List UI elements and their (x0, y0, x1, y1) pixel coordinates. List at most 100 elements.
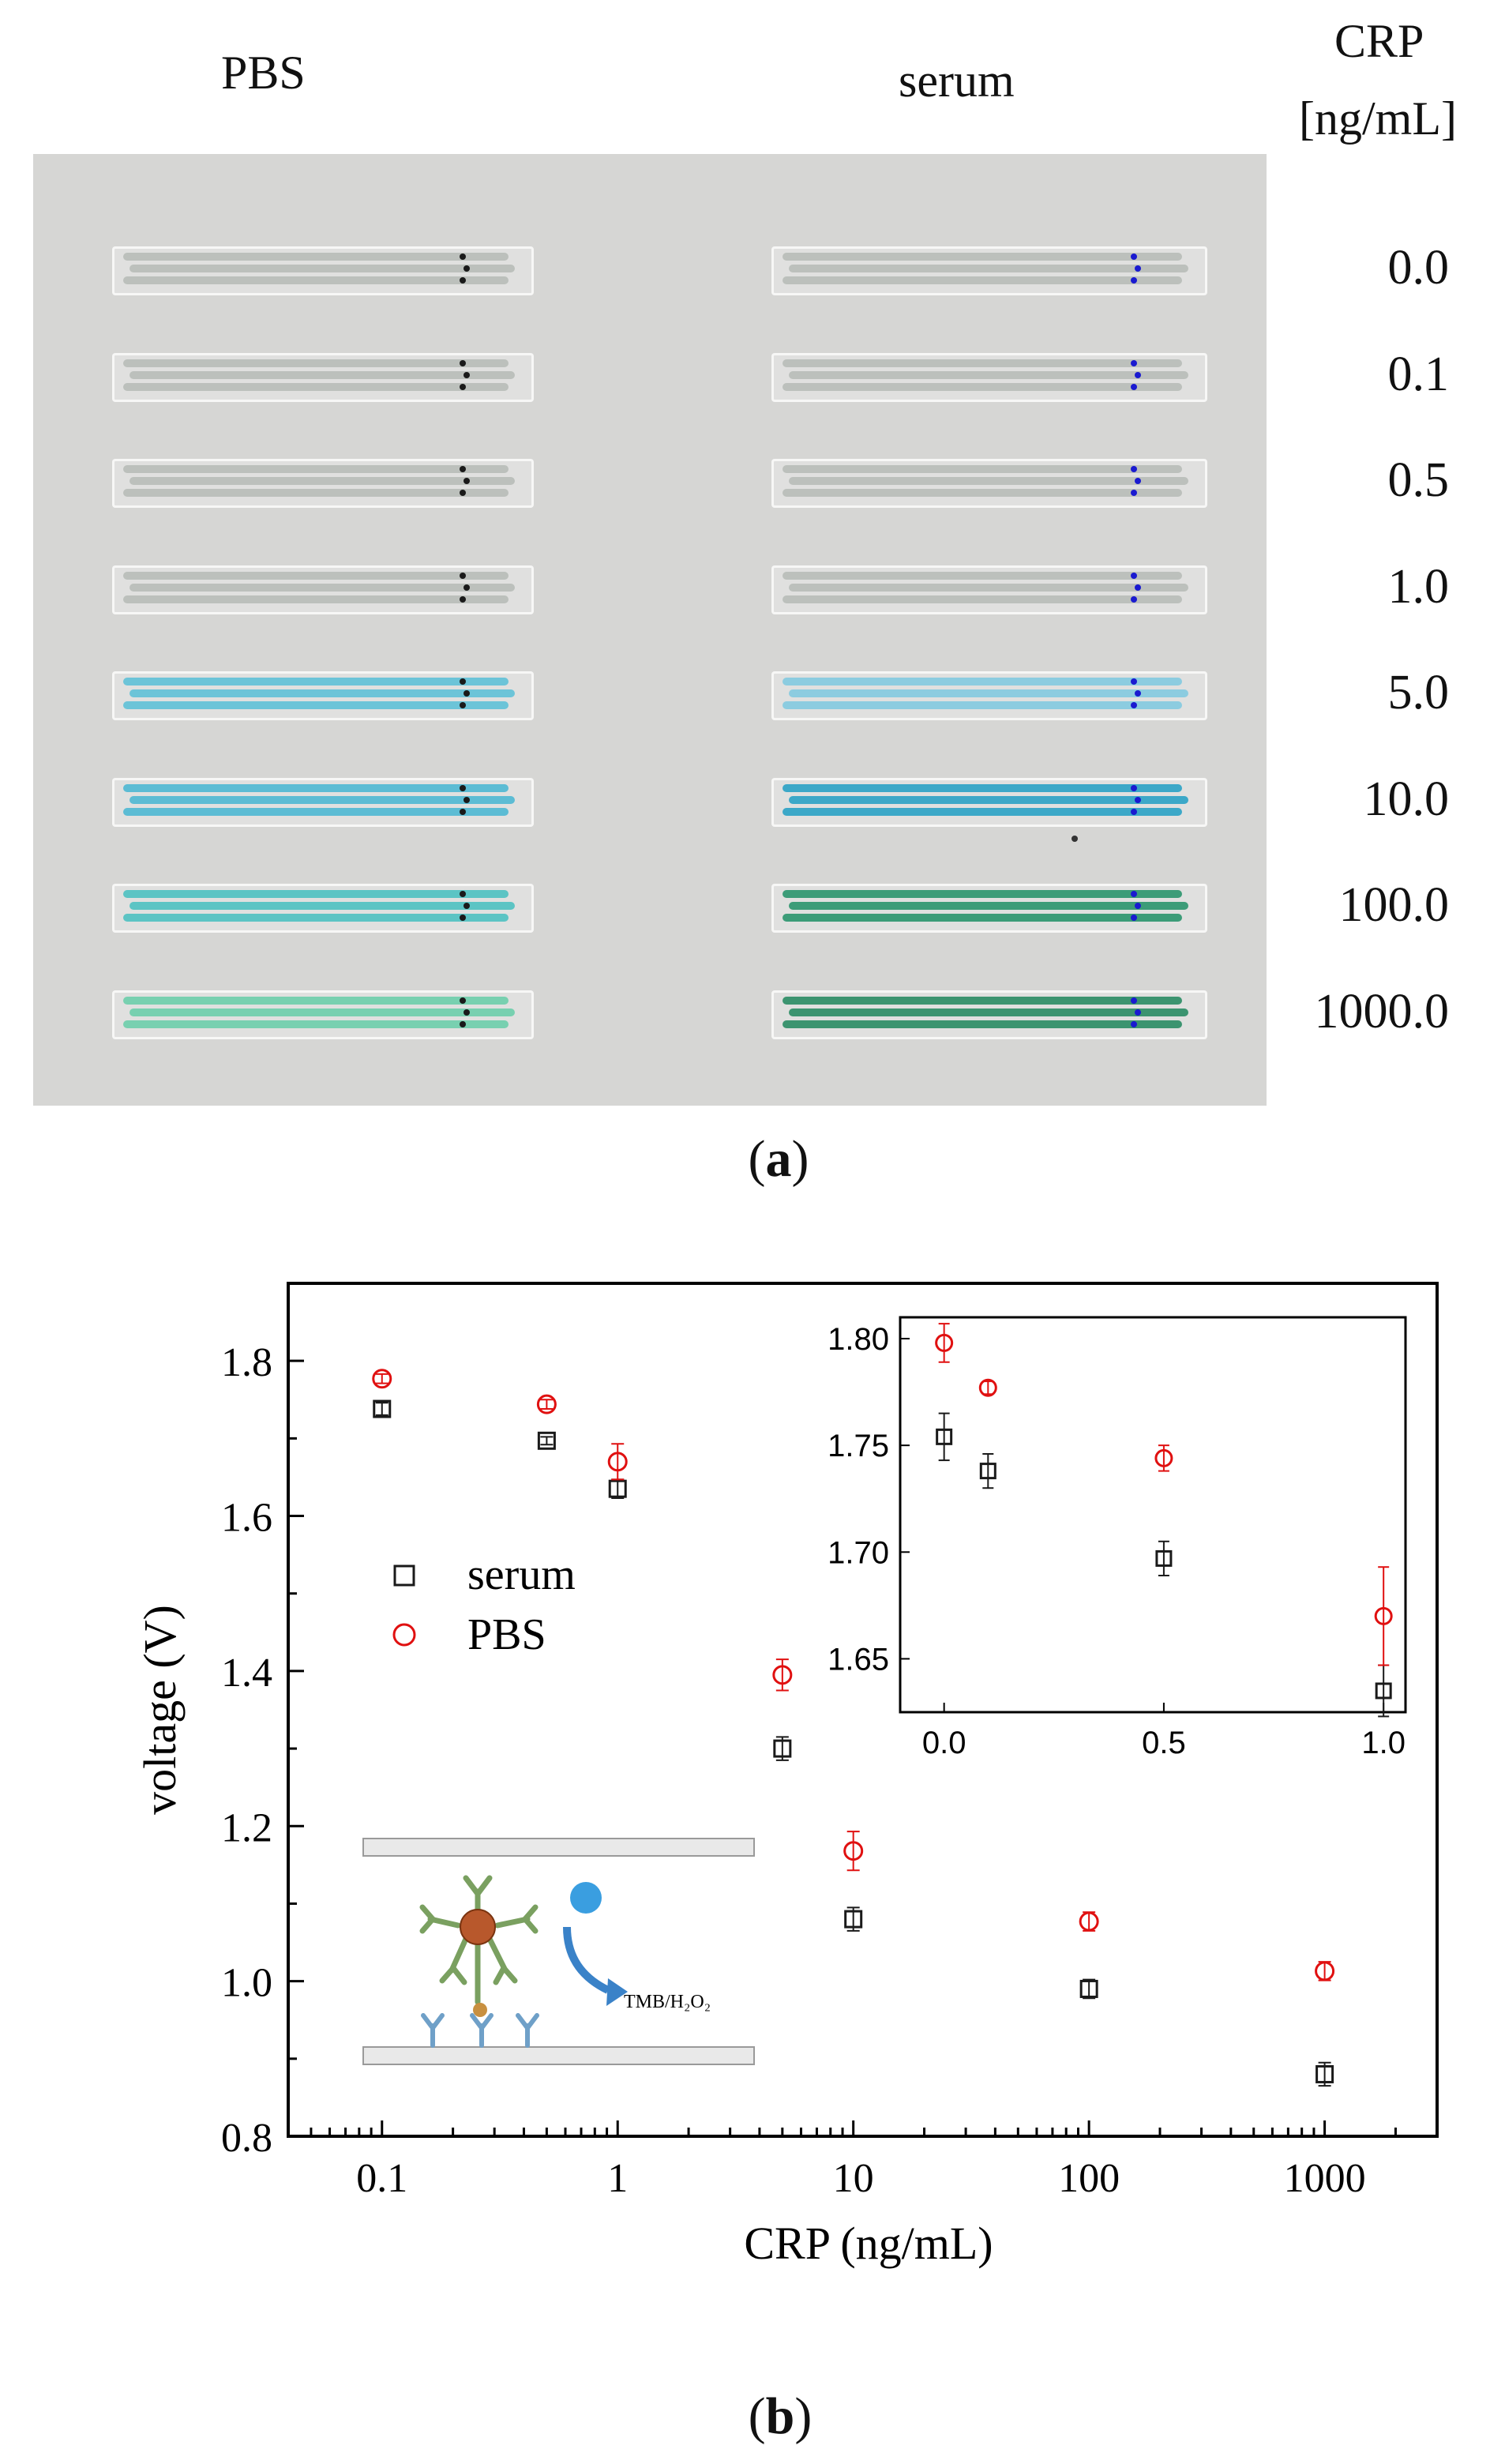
concentration-label: 0.1 (1387, 347, 1450, 401)
capillary-strip (783, 489, 1182, 497)
inset-x-tick-label: 1.0 (1361, 1726, 1406, 1760)
inset-data-point (935, 1333, 954, 1352)
capillary-strip (129, 583, 515, 592)
data-point (536, 1394, 557, 1414)
ink-mark (460, 490, 466, 496)
ink-mark (464, 371, 470, 378)
bottom-plate (362, 2046, 755, 2065)
ink-mark (1131, 595, 1137, 603)
capillary-strip (783, 465, 1182, 473)
capillary-strip (783, 678, 1182, 685)
capillary-strip (783, 807, 1182, 816)
ink-mark (460, 784, 466, 791)
conc-header-crp: CRP (1334, 15, 1424, 67)
inset-y-tick-label: 1.75 (828, 1429, 889, 1463)
speck (1072, 836, 1078, 842)
data-point (843, 1841, 864, 1861)
gold-nanoparticle-icon (460, 1909, 496, 1945)
assay-schematic: TMB/H₂O₂ (362, 1838, 755, 2065)
y-tick-label: 0.8 (221, 2116, 272, 2161)
reaction-arrowhead-icon (606, 1978, 628, 2006)
x-tick-label: 1 (607, 2156, 628, 2201)
ink-mark (1131, 277, 1137, 284)
data-point (607, 1452, 628, 1472)
ink-mark (460, 277, 466, 284)
blue-product-star-icon (570, 1882, 602, 1914)
ink-mark (460, 678, 466, 685)
inset-x-tick-label: 0.5 (1142, 1726, 1186, 1760)
capillary-strip (129, 477, 515, 485)
x-tick-label: 0.1 (356, 2156, 407, 2201)
ink-mark (1131, 784, 1137, 791)
x-tick-label: 10 (833, 2156, 874, 2201)
capillary-strip (783, 914, 1182, 922)
data-point (844, 1910, 863, 1929)
inset-x-tick-label: 0.0 (922, 1726, 966, 1760)
inset-data-point (1154, 1448, 1173, 1467)
inset-y-tick-label: 1.65 (828, 1642, 889, 1677)
capillary-strip (789, 477, 1188, 485)
ink-mark (460, 702, 466, 708)
capillary-strip (123, 678, 509, 685)
main-plot-frame (287, 1282, 1439, 2138)
ink-mark (1131, 572, 1137, 579)
test-strip-photo (33, 154, 1267, 1106)
panel-a-label: (a) (748, 1130, 809, 1188)
concentration-label: 1.0 (1387, 559, 1450, 614)
capillary-strip (123, 914, 509, 922)
crp-antigen-icon (473, 2003, 487, 2017)
capillary-strip (783, 783, 1182, 792)
capillary-strip (123, 890, 509, 898)
capillary-strip (123, 783, 509, 792)
ink-mark (460, 359, 466, 366)
inset-series-pbs (935, 1323, 1393, 1666)
x-axis-label: CRP (ng/mL) (744, 2218, 993, 2269)
concentration-label: 1000.0 (1314, 984, 1450, 1039)
legend-marker-pbs (392, 1623, 416, 1647)
inset-data-point (936, 1428, 953, 1445)
y-tick-label: 1.2 (221, 1805, 272, 1850)
capillary-strip (123, 382, 509, 391)
inset-series-serum (936, 1412, 1392, 1718)
capillary-strip (129, 902, 515, 910)
voltage-vs-crp-chart: 0.8 1.0 1.2 1.4 1.6 1.8 0.1 1 10 100 1000 voltage … (134, 1282, 1439, 2269)
ink-mark (460, 891, 466, 897)
capillary-strip (129, 689, 515, 697)
ink-mark (464, 903, 470, 909)
reagent-label: TMB/H₂O₂ (624, 1992, 711, 2012)
ink-mark (1131, 678, 1137, 685)
ink-mark (1131, 490, 1137, 496)
concentration-label: 0.5 (1387, 453, 1450, 507)
y-tick-label: 1.0 (221, 1961, 272, 2006)
capillary-strip (783, 253, 1182, 261)
capillary-strip (129, 1008, 515, 1016)
capillary-strip (783, 890, 1182, 898)
ink-mark (464, 478, 470, 484)
legend-label-pbs: PBS (467, 1610, 546, 1659)
ink-mark (460, 997, 466, 1004)
ink-mark (1131, 254, 1137, 260)
capillary-strip (129, 795, 515, 804)
capillary-strip (789, 265, 1188, 272)
ink-mark (1135, 478, 1141, 484)
capillary-strip (789, 370, 1188, 379)
ink-mark (464, 265, 470, 272)
pbs-column-header: PBS (221, 47, 306, 99)
legend-label-serum: serum (467, 1550, 576, 1599)
capillary-strip (789, 902, 1188, 910)
inset-frame (899, 1316, 1407, 1714)
capillary-strip (783, 701, 1182, 709)
serum-column-header: serum (899, 54, 1015, 107)
data-point (537, 1431, 556, 1450)
reaction-arrow-icon (563, 1926, 610, 1994)
data-point (1315, 2064, 1334, 2083)
capillary-strip (783, 571, 1182, 580)
ink-mark (1131, 359, 1137, 366)
capillary-strip (783, 382, 1182, 391)
legend: serum PBS (392, 1550, 576, 1659)
capillary-strip (783, 1020, 1182, 1028)
x-tick-label: 100 (1058, 2156, 1120, 2201)
capillary-strip (129, 370, 515, 379)
capillary-strip (783, 996, 1182, 1005)
y-tick-label: 1.8 (221, 1340, 272, 1385)
